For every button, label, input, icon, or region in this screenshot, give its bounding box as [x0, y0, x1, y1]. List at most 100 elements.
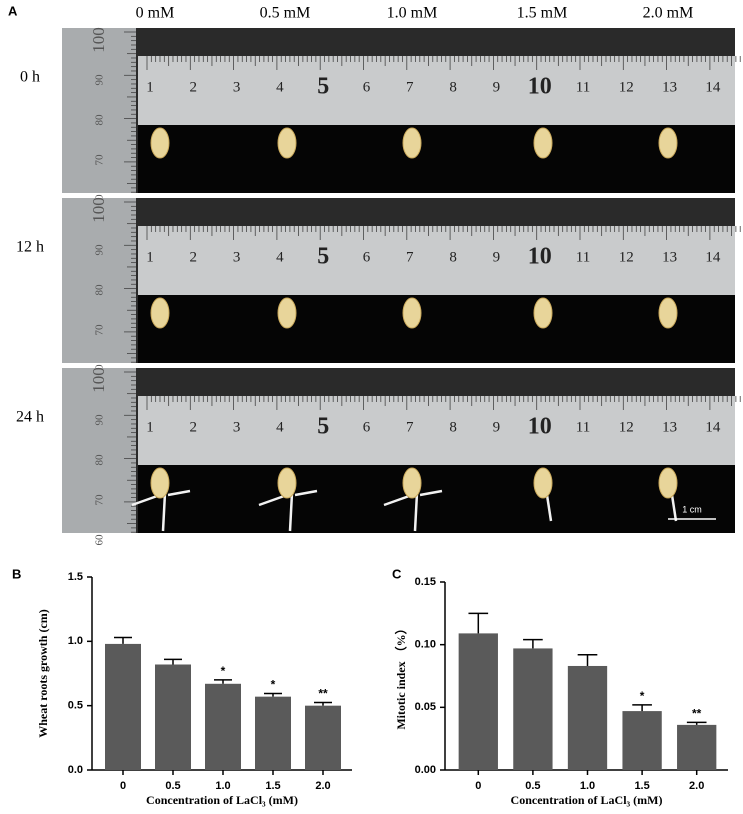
x-tick-label: 2.0: [315, 780, 330, 792]
concentration-label: 0 mM: [136, 5, 175, 22]
ruler-number: 70: [94, 154, 106, 166]
ruler-number: 7: [406, 249, 414, 265]
ruler-number: 10: [528, 244, 552, 270]
error-bar: [523, 638, 543, 649]
error-bar: [686, 721, 707, 725]
concentration-label: 2.0 mM: [643, 5, 694, 22]
ruler-horizontal: [138, 56, 735, 125]
ruler-vertical: [62, 368, 136, 533]
x-tick-label: 0: [475, 780, 481, 792]
ruler-number: 9: [493, 79, 501, 95]
x-tick-label: 1.5: [634, 780, 649, 792]
ruler-number: 10: [528, 414, 552, 440]
y-tick-label: 0.0: [68, 764, 83, 776]
ruler-number: 9: [493, 419, 501, 435]
bar: [458, 633, 498, 770]
error-bar: [264, 692, 282, 697]
panel-label: A: [8, 3, 18, 18]
seed: [402, 127, 422, 159]
ruler-number: 12: [619, 249, 634, 265]
ruler-number: 2: [190, 79, 198, 95]
root: [383, 489, 443, 532]
ruler-number: 6: [363, 249, 371, 265]
dark-background: [138, 295, 735, 363]
ruler-number: 10: [528, 74, 552, 100]
ruler-number: 7: [406, 79, 414, 95]
y-axis-label: Mitotic index （%）: [393, 622, 408, 729]
seed: [150, 467, 170, 499]
ruler-number: 4: [276, 79, 284, 95]
seed: [533, 467, 553, 499]
seed: [150, 127, 170, 159]
ruler-number: 1: [146, 249, 154, 265]
ruler-number: 80: [94, 454, 106, 466]
bar: [155, 664, 191, 770]
ruler-number: 14: [705, 249, 721, 265]
time-label: 12 h: [16, 239, 44, 256]
y-tick-label: 0.00: [415, 764, 436, 776]
y-axis-label: Wheat roots growth (cm): [36, 609, 50, 738]
ruler-number: 60: [94, 534, 106, 546]
seed: [402, 297, 422, 329]
scale-bar-label: 1 cm: [682, 504, 702, 514]
ruler-number: 5: [317, 74, 329, 100]
seed: [277, 467, 297, 499]
error-bar: [114, 636, 132, 644]
ruler-number: 90: [94, 74, 106, 86]
ruler-number: 4: [276, 419, 284, 435]
bar: [567, 665, 608, 770]
panel-label: B: [12, 566, 21, 581]
ruler-number: 9: [493, 249, 501, 265]
seed: [658, 297, 678, 329]
ruler-number: 80: [94, 114, 106, 126]
time-label: 24 h: [16, 409, 44, 426]
ruler-number: 70: [94, 324, 106, 336]
ruler-number: 3: [233, 419, 241, 435]
ruler-number: 11: [576, 419, 590, 435]
seed: [277, 297, 297, 329]
y-tick-label: 1.5: [68, 571, 83, 583]
seed: [658, 467, 678, 499]
y-tick-label: 0.05: [415, 701, 436, 713]
y-tick-label: 0.10: [415, 639, 436, 651]
x-tick-label: 1.0: [580, 780, 595, 792]
x-tick-label: 0.5: [165, 780, 180, 792]
error-bar: [577, 653, 598, 666]
ruler-number: 11: [576, 79, 590, 95]
significance-label: **: [692, 707, 702, 721]
error-bar: [468, 612, 489, 634]
seed: [277, 127, 297, 159]
bar: [305, 705, 341, 770]
ruler-number: 6: [363, 419, 371, 435]
error-bar: [214, 679, 232, 684]
ruler-number: 8: [449, 419, 457, 435]
ruler-number: 3: [233, 249, 241, 265]
significance-label: *: [221, 664, 226, 678]
ruler-number: 4: [276, 249, 284, 265]
ruler-number: 8: [449, 249, 457, 265]
x-tick-label: 1.0: [215, 780, 230, 792]
seed: [658, 127, 678, 159]
ruler-number: 12: [619, 419, 634, 435]
concentration-label: 0.5 mM: [260, 5, 311, 22]
ruler-number: 1: [146, 79, 154, 95]
seed: [150, 297, 170, 329]
bar: [677, 724, 717, 770]
ruler-number: 11: [576, 249, 590, 265]
x-tick-label: 2.0: [689, 780, 704, 792]
y-tick-label: 0.5: [68, 700, 83, 712]
seed: [402, 467, 422, 499]
significance-label: *: [640, 689, 645, 703]
root: [258, 489, 318, 532]
ruler-number: 90: [94, 414, 106, 426]
panel-label: C: [392, 566, 402, 581]
ruler-number: 2: [190, 419, 198, 435]
significance-label: **: [318, 687, 328, 701]
x-axis-label: Concentration of LaCl₃ (mM): [146, 793, 298, 807]
ruler-number: 13: [662, 419, 677, 435]
seed: [533, 297, 553, 329]
ruler-number: 13: [662, 249, 677, 265]
seed: [533, 127, 553, 159]
ruler-number: 5: [317, 244, 329, 270]
